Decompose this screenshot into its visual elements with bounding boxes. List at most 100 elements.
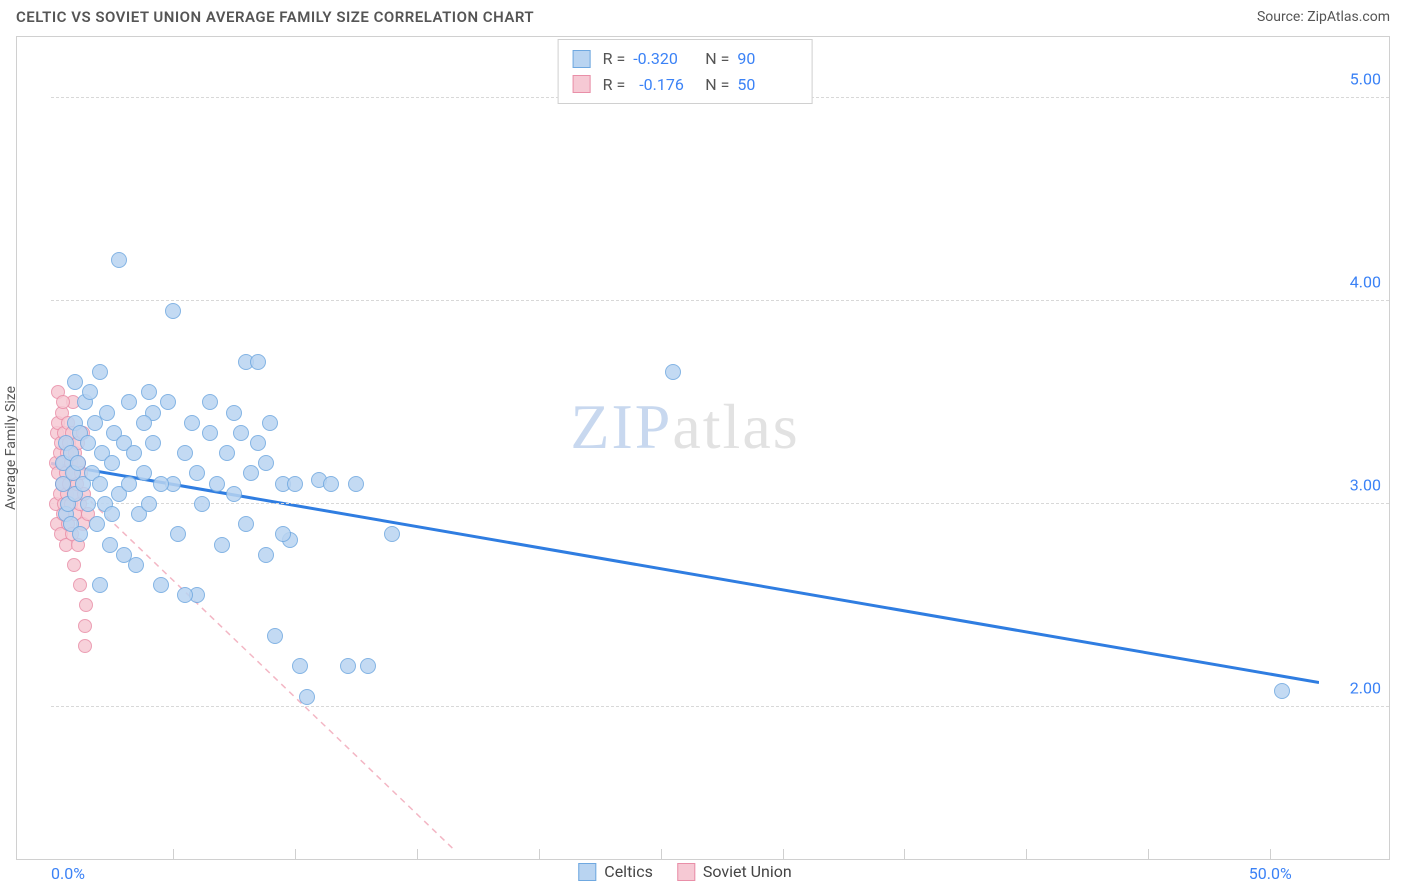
celtics-point: [267, 628, 283, 644]
gridline: [51, 706, 1389, 707]
celtics-point: [202, 394, 218, 410]
celtics-point: [89, 516, 105, 532]
celtics-point: [80, 435, 96, 451]
celtics-swatch-icon: [578, 863, 596, 881]
celtics-point: [226, 405, 242, 421]
celtics-point: [348, 476, 364, 492]
celtics-point: [92, 364, 108, 380]
chart-title: CELTIC VS SOVIET UNION AVERAGE FAMILY SI…: [16, 8, 534, 26]
celtics-point: [384, 526, 400, 542]
celtics-point: [104, 455, 120, 471]
soviet-point: [79, 598, 93, 612]
celtics-point: [136, 465, 152, 481]
celtics-point: [360, 658, 376, 674]
celtics-point: [136, 415, 152, 431]
celtics-point: [287, 476, 303, 492]
plot-area: ZIPatlas R = -0.320 N = 90 R = -0.176 N …: [51, 37, 1319, 849]
celtics-point: [258, 547, 274, 563]
y-axis-label: Average Family Size: [3, 386, 19, 510]
celtics-point: [202, 425, 218, 441]
y-tick-label: 2.00: [1350, 678, 1381, 697]
celtics-point: [72, 526, 88, 542]
x-tick: [661, 849, 662, 859]
celtics-point: [121, 476, 137, 492]
celtics-point: [219, 445, 235, 461]
soviet-point: [78, 639, 92, 653]
source-attribution: Source: ZipAtlas.com: [1257, 9, 1390, 25]
celtics-point: [141, 384, 157, 400]
celtics-point: [121, 394, 137, 410]
legend-row-celtics: R = -0.320 N = 90: [573, 46, 798, 72]
celtics-point: [1274, 683, 1290, 699]
celtics-point: [170, 526, 186, 542]
celtics-point: [233, 425, 249, 441]
celtics-point: [153, 476, 169, 492]
celtics-point: [189, 465, 205, 481]
celtics-point: [665, 364, 681, 380]
celtics-point: [243, 465, 259, 481]
soviet-point: [56, 395, 70, 409]
legend-item-celtics: Celtics: [578, 862, 653, 881]
chart-container: Average Family Size ZIPatlas R = -0.320 …: [16, 36, 1390, 860]
soviet-swatch-icon: [677, 863, 695, 881]
y-tick-label: 3.00: [1350, 475, 1381, 494]
celtics-point: [165, 303, 181, 319]
celtics-point: [292, 658, 308, 674]
celtics-point: [92, 476, 108, 492]
soviet-point: [73, 578, 87, 592]
celtics-swatch: [573, 50, 591, 68]
celtics-point: [104, 506, 120, 522]
x-tick: [539, 849, 540, 859]
celtics-point: [141, 496, 157, 512]
y-tick-label: 5.00: [1350, 69, 1381, 88]
celtics-point: [99, 405, 115, 421]
celtics-point: [80, 496, 96, 512]
celtics-point: [209, 476, 225, 492]
celtics-point: [194, 496, 210, 512]
celtics-point: [177, 587, 193, 603]
celtics-point: [258, 455, 274, 471]
celtics-point: [82, 384, 98, 400]
soviet-point: [67, 558, 81, 572]
soviet-swatch: [573, 75, 591, 93]
trend-lines: [51, 37, 1319, 849]
x-tick: [1026, 849, 1027, 859]
correlation-legend: R = -0.320 N = 90 R = -0.176 N = 50: [558, 39, 813, 104]
celtics-point: [111, 252, 127, 268]
celtics-point: [160, 394, 176, 410]
soviet-point: [78, 619, 92, 633]
celtics-point: [226, 486, 242, 502]
celtics-point: [145, 435, 161, 451]
celtics-point: [70, 455, 86, 471]
x-tick: [783, 849, 784, 859]
x-tick-label: 50.0%: [1249, 864, 1292, 883]
celtics-point: [102, 537, 118, 553]
celtics-point: [323, 476, 339, 492]
celtics-point: [262, 415, 278, 431]
watermark: ZIPatlas: [570, 390, 799, 464]
chart-header: CELTIC VS SOVIET UNION AVERAGE FAMILY SI…: [0, 0, 1406, 30]
x-tick: [1270, 849, 1271, 859]
celtics-point: [184, 415, 200, 431]
celtics-point: [238, 516, 254, 532]
x-tick: [1148, 849, 1149, 859]
celtics-point: [250, 435, 266, 451]
x-tick: [904, 849, 905, 859]
celtics-point: [153, 577, 169, 593]
celtics-point: [177, 445, 193, 461]
y-tick-label: 4.00: [1350, 272, 1381, 291]
celtics-point: [67, 374, 83, 390]
gridline: [51, 503, 1389, 504]
legend-row-soviet: R = -0.176 N = 50: [573, 72, 798, 98]
celtics-point: [92, 577, 108, 593]
celtics-point: [126, 445, 142, 461]
celtics-point: [250, 354, 266, 370]
celtics-point: [340, 658, 356, 674]
legend-item-soviet: Soviet Union: [677, 862, 792, 881]
x-tick: [417, 849, 418, 859]
x-tick: [173, 849, 174, 859]
celtics-point: [275, 526, 291, 542]
x-tick: [295, 849, 296, 859]
celtics-point: [214, 537, 230, 553]
celtics-point: [299, 689, 315, 705]
